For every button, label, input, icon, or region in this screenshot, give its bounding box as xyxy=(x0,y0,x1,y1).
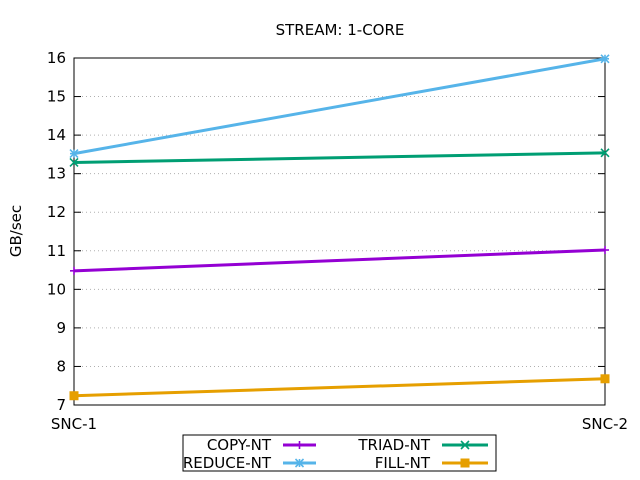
marker-cross-b xyxy=(460,440,470,450)
legend-box xyxy=(182,434,497,472)
series-point xyxy=(294,458,305,468)
marker-star-b xyxy=(600,54,610,64)
legend-entry: COPY-NT xyxy=(207,436,316,454)
series-point xyxy=(600,374,610,384)
y-axis-label: GB/sec xyxy=(7,205,25,257)
x-tick-label: SNC-2 xyxy=(582,415,628,433)
series-point xyxy=(600,54,610,64)
plot-frame xyxy=(73,57,606,406)
series-line xyxy=(73,248,606,273)
legend-label: FILL-NT xyxy=(375,454,431,472)
legend-entry: FILL-NT xyxy=(375,454,488,472)
series-line xyxy=(73,151,606,164)
y-tick-label: 13 xyxy=(47,165,66,183)
marker-square xyxy=(600,374,610,384)
y-tick-label: 14 xyxy=(47,126,66,144)
y-tick-label: 10 xyxy=(47,280,66,298)
y-axis: 7 8 9 10 11 12 13 14 15 16 xyxy=(47,49,605,414)
y-tick-label: 7 xyxy=(56,396,66,414)
series-point xyxy=(600,148,610,158)
y-tick-label: 12 xyxy=(47,203,66,221)
legend-label: COPY-NT xyxy=(207,436,272,454)
series-point xyxy=(460,440,470,450)
series-line xyxy=(73,57,606,156)
marker-cross-b xyxy=(69,157,79,168)
series-point xyxy=(69,391,79,401)
marker-square xyxy=(69,391,79,401)
series-line xyxy=(73,377,606,398)
legend: COPY-NT TRIAD-NT REDUCE-NT FILL-NT xyxy=(183,436,488,472)
series-point xyxy=(295,441,304,449)
series-point xyxy=(460,458,470,468)
marker-star-b xyxy=(294,458,305,468)
y-tick-label: 11 xyxy=(47,242,66,260)
marker-cross-b xyxy=(600,148,610,158)
series-group xyxy=(69,54,610,401)
series-point xyxy=(69,157,79,168)
legend-entry: TRIAD-NT xyxy=(357,436,488,454)
marker-star-b xyxy=(69,149,79,159)
series-point xyxy=(70,266,78,275)
x-axis: SNC-1 SNC-2 xyxy=(51,415,628,433)
y-tick-label: 9 xyxy=(56,319,66,337)
chart-title: STREAM: 1-CORE xyxy=(276,21,405,39)
series-point xyxy=(69,149,79,159)
x-tick-label: SNC-1 xyxy=(51,415,97,433)
legend-entry: REDUCE-NT xyxy=(183,454,316,472)
y-tick-label: 8 xyxy=(56,357,66,375)
series-point xyxy=(601,246,609,255)
y-tick-label: 16 xyxy=(47,49,66,67)
y-tick-label: 15 xyxy=(47,88,66,106)
legend-label: TRIAD-NT xyxy=(357,436,430,454)
legend-label: REDUCE-NT xyxy=(183,454,272,472)
marker-square xyxy=(460,458,470,468)
grid xyxy=(74,96,605,367)
